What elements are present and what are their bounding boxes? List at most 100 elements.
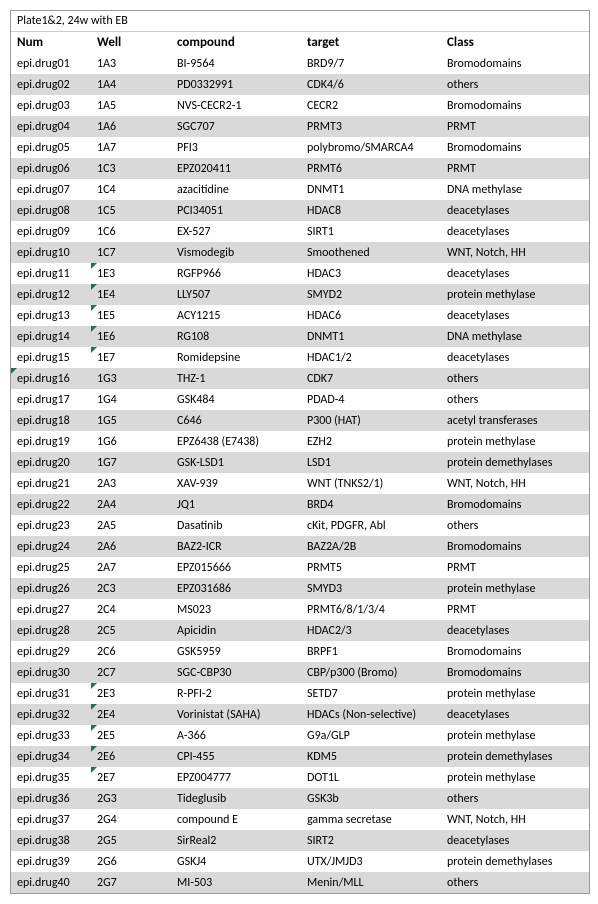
table-row: epi.drug011A3BI-9564BRD9/7Bromodomains — [11, 53, 589, 74]
table-row: epi.drug392G6GSKJ4UTX/JMJD3protein demet… — [11, 851, 589, 872]
cell-class: deacetylases — [441, 830, 589, 851]
cell-num: epi.drug35 — [11, 767, 91, 788]
cell-class: protein methylase — [441, 767, 589, 788]
table-row: epi.drug151E7RomidepsineHDAC1/2deacetyla… — [11, 347, 589, 368]
cell-class: WNT, Notch, HH — [441, 809, 589, 830]
cell-well: 1E6 — [91, 326, 171, 347]
table-row: epi.drug222A4JQ1BRD4Bromodomains — [11, 494, 589, 515]
cell-compound: SGC-CBP30 — [171, 662, 301, 683]
cell-num: epi.drug16 — [11, 368, 91, 389]
cell-compound: RG108 — [171, 326, 301, 347]
cell-well: 1A3 — [91, 53, 171, 74]
cell-well: 2G7 — [91, 872, 171, 893]
cell-target: SMYD3 — [301, 578, 441, 599]
cell-class: Bromodomains — [441, 95, 589, 116]
col-header-num: Num — [11, 32, 91, 53]
cell-compound: BAZ2-ICR — [171, 536, 301, 557]
cell-well: 1G4 — [91, 389, 171, 410]
cell-target: DNMT1 — [301, 326, 441, 347]
cell-num: epi.drug32 — [11, 704, 91, 725]
cell-target: EZH2 — [301, 431, 441, 452]
cell-num: epi.drug34 — [11, 746, 91, 767]
cell-num: epi.drug31 — [11, 683, 91, 704]
col-header-well: Well — [91, 32, 171, 53]
cell-well: 1E7 — [91, 347, 171, 368]
cell-compound: ACY1215 — [171, 305, 301, 326]
cell-well: 1G5 — [91, 410, 171, 431]
cell-target: HDAC1/2 — [301, 347, 441, 368]
cell-class: others — [441, 389, 589, 410]
cell-target: WNT (TNKS2/1) — [301, 473, 441, 494]
cell-num: epi.drug18 — [11, 410, 91, 431]
cell-well: 1E4 — [91, 284, 171, 305]
cell-well: 2A3 — [91, 473, 171, 494]
cell-compound: GSKJ4 — [171, 851, 301, 872]
cell-well: 2G6 — [91, 851, 171, 872]
cell-target: HDACs (Non-selective) — [301, 704, 441, 725]
table-row: epi.drug021A4PD0332991CDK4/6others — [11, 74, 589, 95]
cell-compound: XAV-939 — [171, 473, 301, 494]
cell-compound: RGFP966 — [171, 263, 301, 284]
cell-compound: PFI3 — [171, 137, 301, 158]
cell-target: CDK7 — [301, 368, 441, 389]
cell-class: DNA methylase — [441, 326, 589, 347]
cell-num: epi.drug01 — [11, 53, 91, 74]
cell-class: deacetylases — [441, 620, 589, 641]
cell-target: polybromo/SMARCA4 — [301, 137, 441, 158]
cell-num: epi.drug23 — [11, 515, 91, 536]
cell-num: epi.drug12 — [11, 284, 91, 305]
cell-num: epi.drug15 — [11, 347, 91, 368]
cell-compound: EPZ6438 (E7438) — [171, 431, 301, 452]
cell-class: protein methylase — [441, 431, 589, 452]
cell-num: epi.drug04 — [11, 116, 91, 137]
table-row: epi.drug372G4compound Egamma secretaseWN… — [11, 809, 589, 830]
cell-target: BAZ2A/2B — [301, 536, 441, 557]
cell-compound: THZ-1 — [171, 368, 301, 389]
cell-class: Bromodomains — [441, 662, 589, 683]
cell-num: epi.drug20 — [11, 452, 91, 473]
cell-target: BRD4 — [301, 494, 441, 515]
cell-num: epi.drug24 — [11, 536, 91, 557]
cell-target: SIRT1 — [301, 221, 441, 242]
cell-class: protein methylase — [441, 284, 589, 305]
cell-target: CECR2 — [301, 95, 441, 116]
cell-target: HDAC2/3 — [301, 620, 441, 641]
cell-well: 1C3 — [91, 158, 171, 179]
table-row: epi.drug212A3XAV-939WNT (TNKS2/1)WNT, No… — [11, 473, 589, 494]
cell-class: PRMT — [441, 599, 589, 620]
cell-well: 2G5 — [91, 830, 171, 851]
cell-compound: C646 — [171, 410, 301, 431]
cell-compound: EPZ015666 — [171, 557, 301, 578]
cell-class: deacetylases — [441, 200, 589, 221]
cell-target: G9a/GLP — [301, 725, 441, 746]
table-row: epi.drug352E7EPZ004777DOT1Lprotein methy… — [11, 767, 589, 788]
cell-compound: SGC707 — [171, 116, 301, 137]
cell-well: 2C3 — [91, 578, 171, 599]
cell-class: WNT, Notch, HH — [441, 473, 589, 494]
table-row: epi.drug131E5ACY1215HDAC6deacetylases — [11, 305, 589, 326]
cell-num: epi.drug03 — [11, 95, 91, 116]
table-row: epi.drug101C7VismodegibSmoothenedWNT, No… — [11, 242, 589, 263]
cell-num: epi.drug27 — [11, 599, 91, 620]
table-row: epi.drug342E6CPI-455KDM5protein demethyl… — [11, 746, 589, 767]
cell-class: DNA methylase — [441, 179, 589, 200]
cell-num: epi.drug11 — [11, 263, 91, 284]
table-row: epi.drug191G6EPZ6438 (E7438)EZH2protein … — [11, 431, 589, 452]
cell-compound: A-366 — [171, 725, 301, 746]
cell-num: epi.drug10 — [11, 242, 91, 263]
cell-class: PRMT — [441, 116, 589, 137]
table-row: epi.drug332E5A-366G9a/GLPprotein methyla… — [11, 725, 589, 746]
cell-target: SETD7 — [301, 683, 441, 704]
cell-target: Menin/MLL — [301, 872, 441, 893]
sheet-title: Plate1&2, 24w with EB — [11, 11, 589, 32]
table-row: epi.drug282C5ApicidinHDAC2/3deacetylases — [11, 620, 589, 641]
cell-num: epi.drug05 — [11, 137, 91, 158]
cell-num: epi.drug22 — [11, 494, 91, 515]
cell-target: PRMT6 — [301, 158, 441, 179]
cell-class: acetyl transferases — [441, 410, 589, 431]
cell-class: Bromodomains — [441, 137, 589, 158]
cell-well: 2A5 — [91, 515, 171, 536]
cell-class: others — [441, 74, 589, 95]
cell-compound: GSK484 — [171, 389, 301, 410]
cell-target: GSK3b — [301, 788, 441, 809]
